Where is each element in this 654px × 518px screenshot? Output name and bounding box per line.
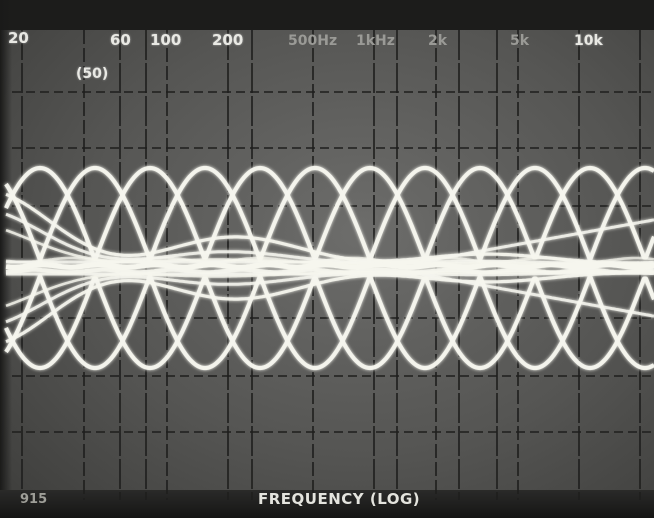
trace-inner-lower-0: [5, 271, 654, 344]
bottom-bezel: [0, 490, 654, 518]
top-bezel: [0, 0, 654, 30]
trace-center-3: [5, 256, 654, 264]
trace-upper-0: [4, 165, 654, 260]
tick-label-10k: 10k: [574, 33, 603, 49]
x-axis-title: FREQUENCY (LOG): [258, 490, 421, 508]
left-bezel: [0, 0, 12, 518]
trace-center-1: [5, 262, 654, 270]
trace-lower-1: [4, 273, 654, 371]
trace-lower-0: [4, 276, 654, 371]
tick-label-500hz: 500Hz: [288, 33, 338, 49]
tick-label-2k: 2k: [428, 33, 448, 49]
tick-label-60: 60: [110, 31, 131, 49]
traces: [4, 165, 654, 371]
sub-label-50: (50): [76, 66, 109, 82]
trace-center-2: [5, 267, 654, 275]
tick-label-20: 20: [8, 29, 29, 47]
tick-label-200: 200: [212, 31, 244, 49]
trace-upper-1: [4, 165, 654, 263]
tick-label-100: 100: [150, 31, 182, 49]
tick-label-1khz: 1kHz: [356, 33, 395, 49]
tick-label-5k: 5k: [510, 33, 530, 49]
corner-label: 915: [20, 492, 48, 507]
trace-rise-lower: [6, 272, 654, 318]
